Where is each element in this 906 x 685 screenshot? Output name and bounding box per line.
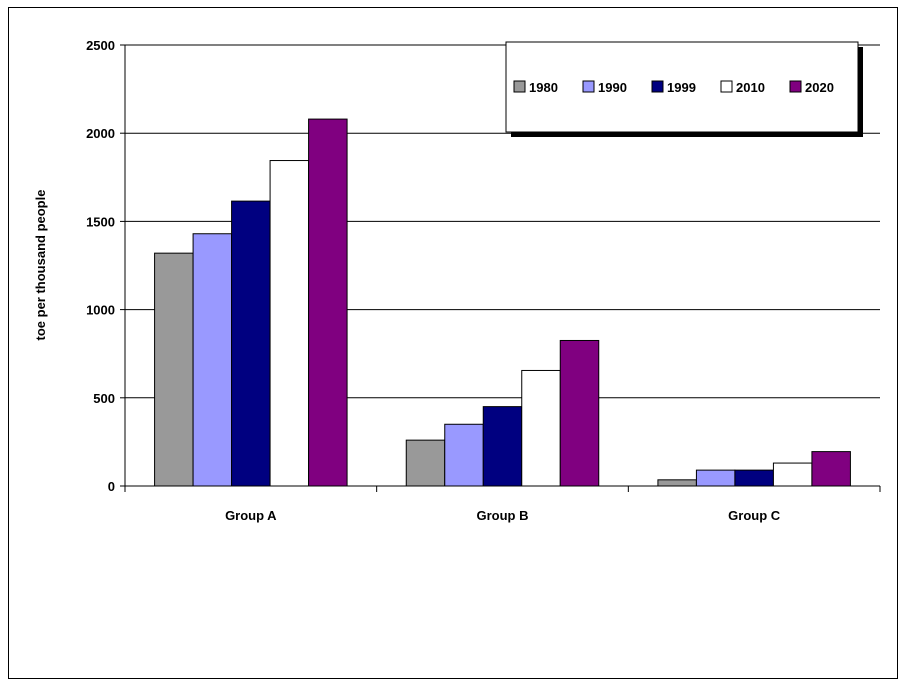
bar-group-c-1980 xyxy=(657,479,697,487)
bar-group-b-1999 xyxy=(482,406,523,487)
x-tick-label: Group B xyxy=(477,508,529,523)
legend-label: 2010 xyxy=(736,80,765,95)
y-tick-label: 2000 xyxy=(86,126,115,141)
y-tick-labels: 0 500 1000 1500 2000 2500 xyxy=(86,38,115,494)
bar-group-b-1980 xyxy=(405,439,446,487)
axes xyxy=(120,44,881,492)
bar-group-a-2020 xyxy=(308,118,348,487)
legend-label: 1999 xyxy=(667,80,696,95)
x-tick-labels: Group A Group B Group C xyxy=(225,508,781,523)
legend: 1980 1990 1999 2010 2020 xyxy=(505,41,863,137)
x-tick-label: Group A xyxy=(225,508,277,523)
legend-swatch xyxy=(513,80,526,93)
legend-swatch xyxy=(720,80,733,93)
y-tick-label: 1000 xyxy=(86,303,115,318)
bars xyxy=(154,118,851,487)
y-tick-label: 2500 xyxy=(86,38,115,53)
bar-group-c-2020 xyxy=(811,451,851,487)
bar-group-b-2020 xyxy=(559,339,600,487)
bar-group-a-1990 xyxy=(192,233,233,487)
bar-group-a-1999 xyxy=(231,200,271,487)
legend-label: 1990 xyxy=(598,80,627,95)
legend-swatch xyxy=(789,80,802,93)
bar-group-c-1999 xyxy=(734,469,774,487)
y-tick-label: 1500 xyxy=(86,214,115,229)
y-tick-label: 0 xyxy=(108,479,115,494)
bar-group-a-1980 xyxy=(154,252,194,487)
legend-label: 2020 xyxy=(805,80,834,95)
bar-group-b-2010 xyxy=(521,369,561,487)
bar-group-c-2010 xyxy=(772,462,813,487)
legend-label: 1980 xyxy=(529,80,558,95)
y-axis-label: toe per thousand people xyxy=(33,190,48,341)
bar-group-b-1990 xyxy=(444,423,484,487)
legend-swatch xyxy=(582,80,595,93)
y-tick-label: 500 xyxy=(93,391,115,406)
bar-group-c-1990 xyxy=(695,469,736,487)
legend-swatch xyxy=(651,80,664,93)
bar-group-a-2010 xyxy=(269,160,310,487)
x-tick-label: Group C xyxy=(728,508,781,523)
